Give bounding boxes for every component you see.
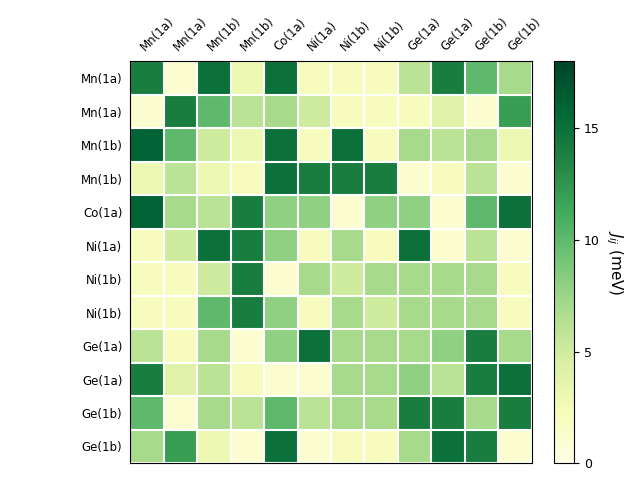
- Y-axis label: $J_{ij}$ (meV): $J_{ij}$ (meV): [604, 229, 625, 295]
